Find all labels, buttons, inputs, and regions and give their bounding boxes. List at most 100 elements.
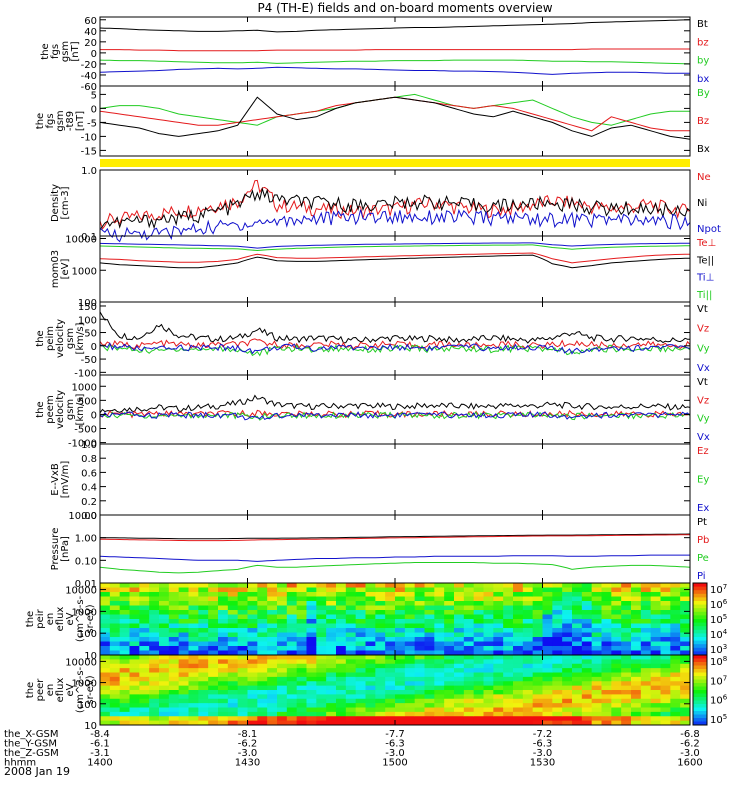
heatmap-cell — [473, 720, 484, 726]
heatmap-cell — [414, 698, 425, 704]
heatmap-cell — [572, 605, 583, 611]
y-tick-label: 1.0 — [81, 166, 97, 177]
heatmap-cell — [149, 605, 160, 611]
colorbar-cell — [693, 601, 707, 606]
colorbar-cell — [693, 611, 707, 616]
heatmap-cell — [434, 592, 445, 597]
heatmap-cell — [247, 592, 258, 597]
heatmap-cell — [404, 610, 416, 615]
heatmap-cell — [572, 628, 583, 633]
heatmap-cell — [208, 583, 219, 588]
y-axis-label-line: gsm — [65, 399, 76, 420]
heatmap-cell — [149, 716, 160, 722]
heatmap-cell — [355, 659, 366, 665]
heatmap-cell — [424, 663, 435, 669]
heatmap-cell — [227, 587, 239, 593]
time-axis-value: -3.0 — [385, 748, 405, 759]
heatmap-cell — [650, 690, 661, 695]
heatmap-cell — [640, 614, 652, 620]
series-line-p2-By — [100, 93, 690, 126]
heatmap-cell — [631, 720, 642, 726]
heatmap-cell — [296, 583, 307, 588]
heatmap-cell — [631, 685, 642, 691]
heatmap-cell — [640, 601, 652, 606]
heatmap-cell — [139, 619, 150, 624]
heatmap-cell — [532, 610, 543, 615]
heatmap-cell — [178, 711, 189, 717]
heatmap-cell — [316, 663, 327, 669]
heatmap-cell — [277, 646, 288, 651]
heatmap-cell — [532, 676, 543, 682]
heatmap-cell — [365, 703, 376, 708]
heatmap-cell — [473, 655, 484, 660]
heatmap-cell — [572, 641, 583, 647]
heatmap-cell — [631, 596, 642, 602]
heatmap-cell — [463, 623, 475, 629]
heatmap-cell — [680, 707, 691, 713]
heatmap-cell — [227, 659, 239, 665]
heatmap-cell — [129, 711, 140, 717]
heatmap-cell — [611, 596, 622, 602]
time-axis-value: -6.1 — [90, 739, 110, 750]
heatmap-cell — [434, 583, 445, 588]
colorbar-cell — [693, 655, 707, 659]
heatmap-cell — [178, 596, 189, 602]
heatmap-cell — [208, 628, 219, 633]
heatmap-cell — [631, 650, 642, 656]
heatmap-cell — [434, 707, 445, 713]
heatmap-cell — [149, 655, 160, 660]
heatmap-cell — [503, 703, 514, 708]
heatmap-cell — [522, 632, 534, 638]
heatmap-cell — [198, 601, 209, 606]
heatmap-cell — [404, 694, 416, 700]
heatmap-cell — [237, 623, 248, 629]
heatmap-cell — [473, 668, 484, 673]
heatmap-cell — [257, 614, 268, 620]
heatmap-cell — [552, 703, 563, 708]
heatmap-cell — [493, 614, 504, 620]
heatmap-cell — [473, 672, 484, 678]
heatmap-cell — [267, 711, 278, 717]
heatmap-cell — [385, 605, 396, 611]
heatmap-cell — [326, 711, 337, 717]
heatmap-cell — [404, 663, 416, 669]
heatmap-cell — [522, 676, 534, 682]
heatmap-cell — [650, 650, 661, 656]
heatmap-cell — [640, 703, 652, 708]
y-axis-label-p2: the fgs gsm -t89 [nT] — [35, 110, 86, 131]
heatmap-cell — [385, 650, 396, 656]
heatmap-cell — [375, 703, 386, 708]
heatmap-cell — [277, 641, 288, 647]
heatmap-cell — [424, 698, 435, 704]
heatmap-cell — [640, 646, 652, 651]
heatmap-cell — [385, 587, 396, 593]
heatmap-cell — [611, 601, 622, 606]
heatmap-cell — [591, 628, 602, 633]
heatmap-cell — [365, 646, 376, 651]
heatmap-cell — [463, 681, 475, 687]
heatmap-cell — [257, 716, 268, 722]
heatmap-cell — [355, 628, 366, 633]
heatmap-cell — [336, 650, 347, 656]
heatmap-cell — [375, 619, 386, 624]
heatmap-cell — [237, 619, 248, 624]
heatmap-cell — [208, 694, 219, 700]
colorbar-tick-label: 107 — [710, 583, 727, 596]
heatmap-cell — [483, 650, 494, 656]
heatmap-cell — [522, 698, 534, 704]
heatmap-cell — [680, 628, 691, 633]
heatmap-cell — [562, 694, 573, 700]
heatmap-cell — [375, 641, 386, 647]
series-line-p4-Ti|| — [100, 244, 690, 252]
heatmap-cell — [601, 707, 612, 713]
heatmap-cell — [306, 703, 317, 708]
heatmap-cell — [640, 711, 652, 717]
heatmap-cell — [572, 676, 583, 682]
heatmap-cell — [247, 596, 258, 602]
heatmap-cell — [631, 646, 642, 651]
heatmap-cell — [581, 672, 593, 678]
heatmap-cell — [129, 619, 140, 624]
colorbar-cell — [693, 640, 707, 645]
heatmap-cell — [503, 694, 514, 700]
